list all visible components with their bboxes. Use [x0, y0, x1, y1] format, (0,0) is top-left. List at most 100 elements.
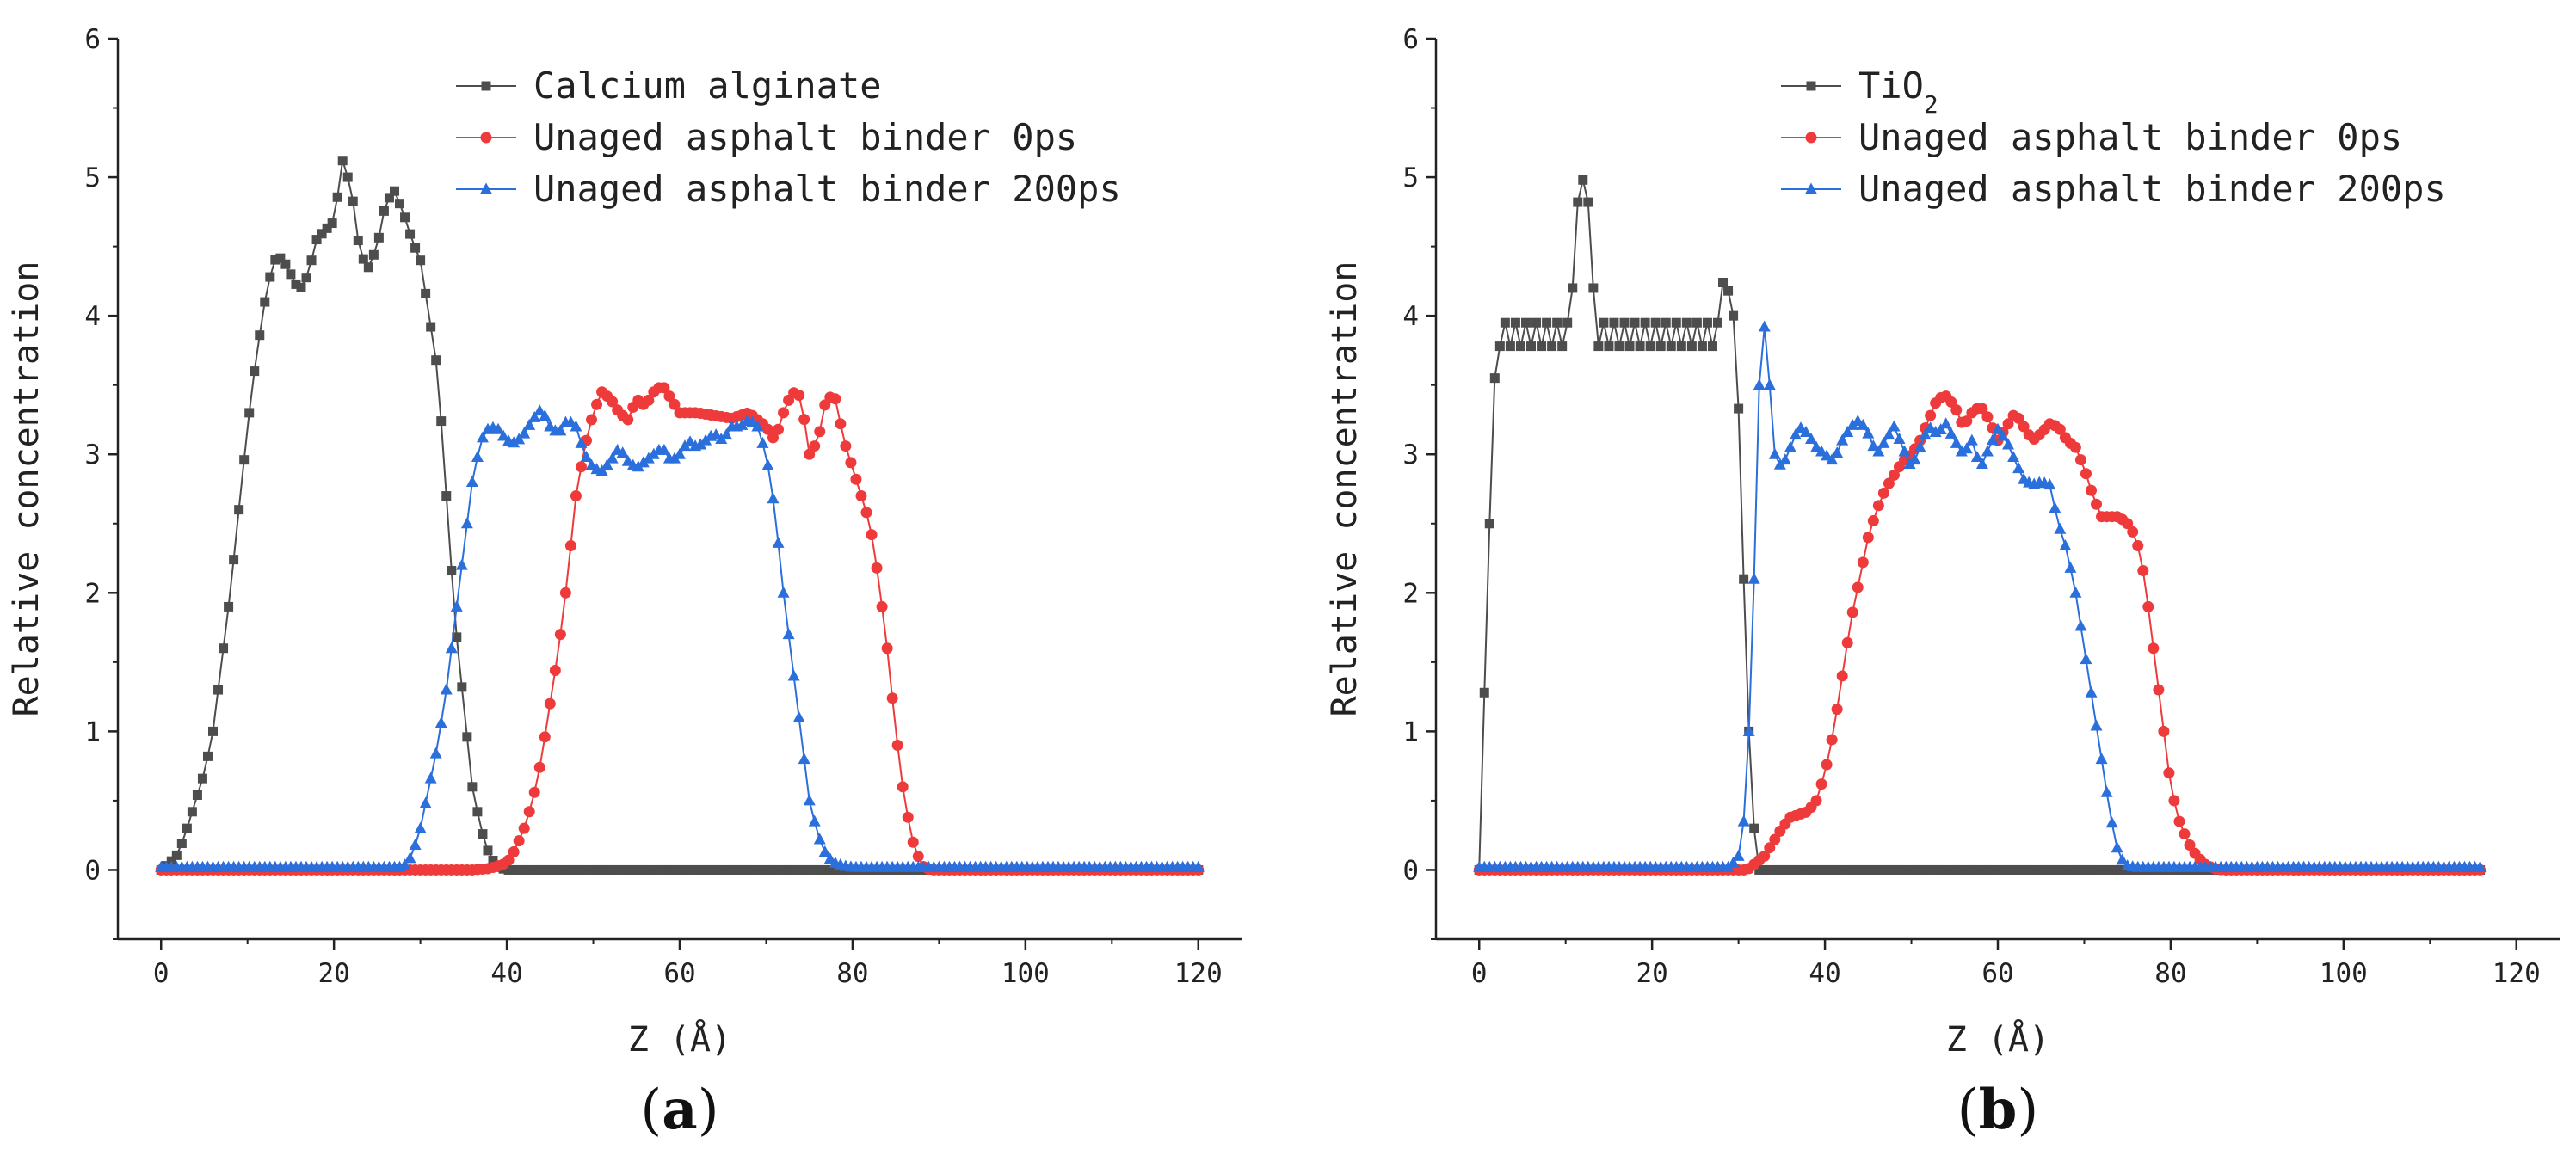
- data-point: [1877, 436, 1890, 448]
- y-axis-label: Relative concentration: [7, 261, 46, 717]
- data-point: [1962, 864, 1972, 875]
- data-point: [384, 193, 394, 203]
- data-point: [1944, 427, 1957, 439]
- data-point: [2029, 864, 2039, 875]
- data-point: [1951, 864, 1962, 875]
- data-point: [773, 864, 784, 875]
- data-point: [1931, 864, 1941, 875]
- data-point: [2018, 864, 2029, 875]
- data-point: [613, 864, 623, 875]
- data-point: [2132, 540, 2144, 552]
- data-point: [1919, 428, 1932, 440]
- data-point: [576, 864, 586, 875]
- data-point: [731, 864, 742, 875]
- data-point: [2179, 828, 2191, 840]
- data-point: [2086, 864, 2096, 875]
- data-point: [1900, 864, 1910, 875]
- data-point: [1552, 317, 1562, 328]
- y-tick-label: 3: [84, 439, 101, 470]
- data-point: [1686, 341, 1697, 352]
- data-point: [1821, 759, 1833, 771]
- data-point: [607, 396, 619, 408]
- data-point: [1573, 197, 1583, 207]
- data-point: [1759, 864, 1770, 875]
- data-point: [452, 632, 462, 642]
- data-point: [559, 587, 571, 599]
- data-point: [476, 431, 489, 443]
- data-point: [1604, 341, 1614, 352]
- data-point: [1945, 396, 1957, 408]
- data-point: [2069, 441, 2081, 453]
- data-point: [1624, 341, 1635, 352]
- data-point: [597, 864, 607, 875]
- data-point: [462, 732, 472, 742]
- data-point: [358, 254, 368, 264]
- data-point: [1997, 429, 2010, 441]
- data-point: [767, 864, 778, 875]
- data-point: [400, 212, 410, 223]
- data-point: [564, 540, 576, 552]
- data-point: [373, 232, 384, 243]
- data-point: [1862, 427, 1875, 439]
- data-point: [1739, 574, 1749, 584]
- series-tio2: [1474, 175, 2486, 875]
- data-point: [726, 864, 736, 875]
- data-point: [2080, 468, 2092, 480]
- data-point: [580, 450, 593, 462]
- data-point: [2054, 522, 2067, 534]
- data-point: [798, 414, 810, 426]
- data-point: [1681, 317, 1692, 328]
- data-point: [1742, 724, 1755, 736]
- data-point: [311, 235, 322, 245]
- data-point: [197, 773, 207, 784]
- data-point: [447, 566, 457, 576]
- data-point: [317, 229, 327, 239]
- data-point: [1888, 469, 1900, 481]
- data-point: [2097, 864, 2107, 875]
- data-point: [1975, 458, 1988, 470]
- data-point: [549, 665, 561, 677]
- data-point: [669, 398, 681, 410]
- data-point: [2059, 539, 2072, 551]
- data-point: [1841, 425, 1854, 437]
- y-tick-label: 5: [1402, 163, 1419, 194]
- data-point: [814, 426, 826, 438]
- data-point: [2074, 454, 2086, 466]
- data-point: [747, 864, 757, 875]
- data-point: [767, 492, 780, 504]
- data-point: [445, 642, 458, 654]
- data-point: [792, 710, 805, 722]
- data-point: [410, 243, 421, 253]
- data-point: [1609, 317, 1619, 328]
- data-point: [782, 628, 795, 640]
- data-point: [539, 731, 551, 743]
- x-tick-label: 80: [2154, 958, 2186, 989]
- data-point: [255, 330, 265, 341]
- data-point: [756, 436, 769, 448]
- data-point: [644, 864, 654, 875]
- x-tick-label: 40: [1809, 958, 1840, 989]
- data-point: [545, 864, 555, 875]
- data-point: [1676, 341, 1686, 352]
- data-point: [654, 864, 664, 875]
- x-tick-label: 60: [1981, 958, 2013, 989]
- data-point: [1883, 864, 1894, 875]
- data-point: [1753, 378, 1766, 390]
- data-point: [1505, 341, 1515, 352]
- data-point: [1908, 453, 1921, 465]
- data-point: [658, 382, 670, 394]
- data-point: [1893, 433, 1906, 445]
- data-point: [2163, 767, 2175, 779]
- data-point: [912, 851, 924, 863]
- data-point: [2092, 864, 2102, 875]
- data-point: [820, 864, 830, 875]
- y-axis-label: Relative concentration: [1325, 261, 1365, 717]
- y-tick-label: 5: [84, 163, 101, 194]
- data-point: [752, 864, 762, 875]
- data-point: [773, 423, 785, 435]
- data-point: [1727, 856, 1740, 868]
- x-tick-label: 100: [2320, 958, 2368, 989]
- data-point: [720, 428, 733, 440]
- data-point: [1976, 403, 1988, 415]
